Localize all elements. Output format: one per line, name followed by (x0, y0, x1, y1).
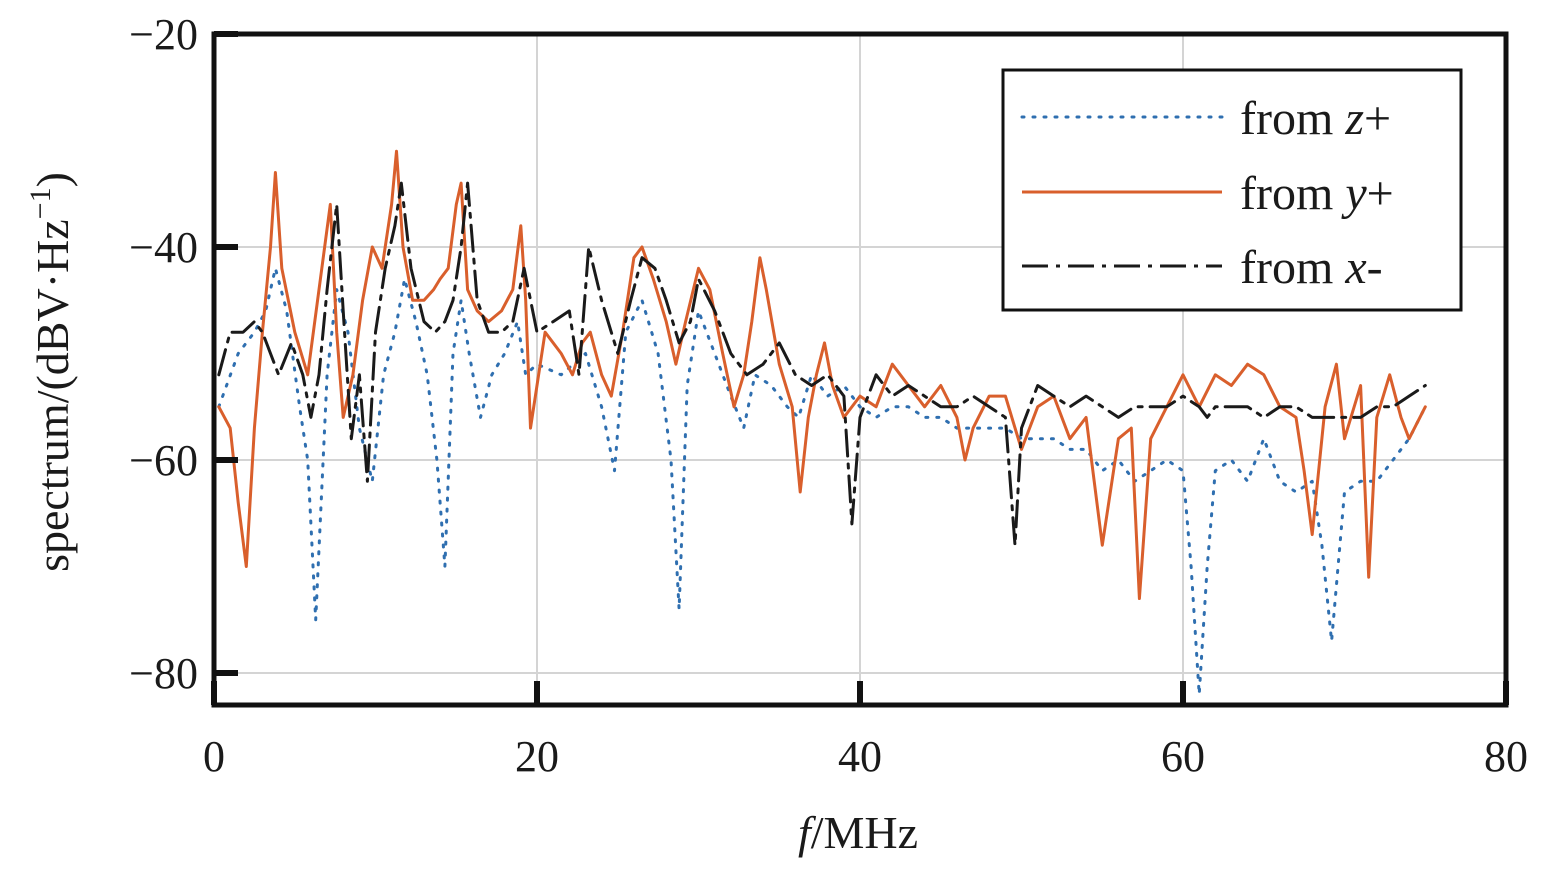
x-axis-label: f/MHz (798, 807, 918, 858)
legend-label-z: from z+ (1240, 92, 1391, 145)
legend-box (1001, 68, 1463, 312)
legend-label-y-suffix: + (1367, 167, 1394, 220)
y-tick-label: −20 (129, 10, 198, 59)
series-line-1 (217, 149, 1427, 600)
x-tick-label: 20 (515, 732, 559, 781)
legend-label-y-var: y (1340, 167, 1367, 220)
x-tick-label: 0 (203, 732, 225, 781)
series-line-0 (217, 266, 1427, 696)
x-axis-label-unit: /MHz (811, 807, 918, 858)
y-axis-label-sup: −1 (24, 187, 57, 219)
legend-label-x-var: x (1344, 241, 1366, 294)
legend-label-y: from y+ (1240, 167, 1394, 220)
legend-label-y-prefix: from (1240, 167, 1345, 220)
y-axis-label-main: spectrum/(dBV·Hz (27, 219, 78, 572)
x-tick-label: 40 (838, 732, 882, 781)
y-tick-label: −40 (129, 223, 198, 272)
axis-ticks: 0 20 40 60 80 −20 −40 −60 −80 (129, 10, 1528, 781)
y-tick-label: −60 (129, 436, 198, 485)
legend-label-z-suffix: + (1364, 92, 1391, 145)
legend: from z+ from y+ from x- (1001, 68, 1463, 312)
legend-label-x: from x- (1240, 241, 1383, 294)
x-tick-label: 60 (1161, 732, 1205, 781)
legend-label-z-var: z (1344, 92, 1364, 145)
y-axis-label-close: ) (27, 172, 78, 187)
y-axis-label: spectrum/(dBV·Hz−1) (24, 172, 78, 572)
series-line-2 (217, 181, 1427, 547)
legend-label-x-prefix: from (1240, 241, 1345, 294)
x-tick-label: 80 (1484, 732, 1528, 781)
series-layer (217, 149, 1427, 696)
legend-label-x-suffix: - (1367, 241, 1383, 294)
legend-label-z-prefix: from (1240, 92, 1345, 145)
y-tick-label: −80 (129, 649, 198, 698)
